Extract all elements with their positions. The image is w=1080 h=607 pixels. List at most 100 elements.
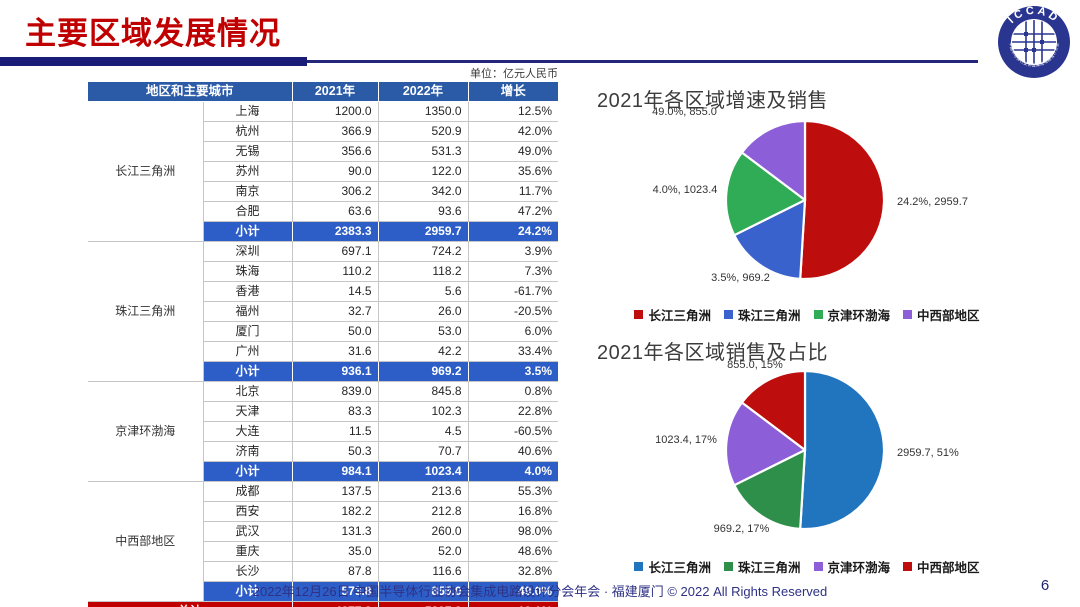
pie2-label-midwest: 855.0, 15% [727,359,783,371]
subtotal-label-cell: 小计 [202,461,293,482]
region-table-wrap: 地区和主要城市 2021年 2022年 增长 长江三角洲 上海 1200.0 1350.0 1… [87,81,559,607]
value-2022-cell: 53.0 [377,321,469,342]
city-cell: 无锡 [202,141,293,162]
value-2021-cell: 87.8 [291,561,379,582]
value-2021-cell: 11.5 [291,421,379,442]
subtotal-row: 小计 573.8 855.0 49.0% [88,581,559,602]
growth-cell: 7.3% [467,261,559,282]
growth-cell: 40.6% [467,441,559,462]
legend-item-珠江三角洲: 珠江三角洲 [723,557,801,576]
value-2022-cell: 845.8 [377,381,469,402]
total-growth-cell: 19.1% [467,601,559,607]
subtotal-label-cell: 小计 [202,361,293,382]
value-2021-cell: 83.3 [291,401,379,422]
value-2022-cell: 70.7 [377,441,469,462]
value-2021-cell: 14.5 [291,281,379,302]
growth-cell: 55.3% [467,481,559,502]
legend-label: 珠江三角洲 [737,309,801,323]
legend-item-京津环渤海: 京津环渤海 [813,557,891,576]
legend-swatch-icon [723,562,733,571]
subtotal-2021-cell: 936.1 [291,361,379,382]
growth-cell: 47.2% [467,201,559,222]
header-growth: 增长 [467,81,559,102]
growth-cell: 3.9% [467,241,559,262]
value-2021-cell: 35.0 [291,541,379,562]
pie2-legend: 长江三角洲 珠江三角洲 京津环渤海 中西部地区 [590,557,1024,576]
city-cell: 成都 [202,481,293,502]
subtotal-row: 小计 2383.3 2959.7 24.2% [88,221,559,242]
value-2022-cell: 4.5 [377,421,469,442]
growth-cell: 22.8% [467,401,559,422]
legend-swatch-icon [903,310,913,319]
table-row: 合肥 63.6 93.6 47.2% [88,201,559,222]
value-2021-cell: 32.7 [291,301,379,322]
footer-text: 2022年12月26日 中国半导体行业协会集成电路设计分会年会 · 福建厦门 ©… [252,584,828,599]
city-cell: 苏州 [202,161,293,182]
subtotal-2022-cell: 2959.7 [377,221,469,242]
subtotal-2021-cell: 984.1 [291,461,379,482]
value-2022-cell: 1350.0 [377,101,469,122]
value-2022-cell: 52.0 [377,541,469,562]
growth-cell: 6.0% [467,321,559,342]
growth-cell: 32.8% [467,561,559,582]
table-row: 天津 83.3 102.3 22.8% [88,401,559,422]
table-header-row: 地区和主要城市 2021年 2022年 增长 [87,81,559,102]
pie-chart-sales-share [724,369,886,531]
growth-cell: -61.7% [467,281,559,302]
growth-cell: 98.0% [467,521,559,542]
legend-label: 京津环渤海 [827,309,891,323]
city-cell: 重庆 [202,541,293,562]
value-2021-cell: 131.3 [291,521,379,542]
legend-label: 京津环渤海 [827,561,891,575]
city-cell: 大连 [202,421,293,442]
subtotal-2022-cell: 855.0 [377,581,469,602]
city-cell: 合肥 [202,201,293,222]
value-2022-cell: 42.2 [377,341,469,362]
subtotal-growth-cell: 24.2% [467,221,559,242]
pie-slice-中西部地区 [740,369,807,452]
value-2021-cell: 697.1 [291,241,379,262]
value-2021-cell: 63.6 [291,201,379,222]
pie-slice-珠江三角洲 [733,448,807,530]
city-cell: 杭州 [202,121,293,142]
value-2022-cell: 342.0 [377,181,469,202]
pie1-legend: 长江三角洲 珠江三角洲 京津环渤海 中西部地区 [590,305,1024,324]
value-2022-cell: 212.8 [377,501,469,522]
chart1-title: 2021年各区域增速及销售 [597,90,828,112]
city-cell: 厦门 [202,321,293,342]
growth-cell: 48.6% [467,541,559,562]
subtotal-row: 小计 936.1 969.2 3.5% [88,361,559,382]
page-number: 6 [1040,577,1050,594]
table-row: 大连 11.5 4.5 -60.5% [88,421,559,442]
value-2022-cell: 26.0 [377,301,469,322]
growth-cell: 12.5% [467,101,559,122]
growth-cell: -20.5% [467,301,559,322]
legend-item-长江三角洲: 长江三角洲 [634,557,711,576]
value-2021-cell: 50.3 [291,441,379,462]
legend-item-京津环渤海: 京津环渤海 [813,305,891,324]
pie-slice-中西部地区 [740,119,807,202]
pie1-label-pearl: 3.5%, 969.2 [711,272,770,284]
growth-cell: -60.5% [467,421,559,442]
legend-swatch-icon [634,562,644,571]
region-cell: 长江三角洲 [87,101,204,242]
table-row: 无锡 356.6 531.3 49.0% [88,141,559,162]
legend-swatch-icon [813,310,823,319]
header-region-city: 地区和主要城市 [87,81,293,102]
value-2022-cell: 5.6 [377,281,469,302]
subtotal-growth-cell: 4.0% [467,461,559,482]
value-2021-cell: 137.5 [291,481,379,502]
total-2022-cell: 5807.3 [377,601,469,607]
city-cell: 天津 [202,401,293,422]
table-row: 西安 182.2 212.8 16.8% [88,501,559,522]
table-row: 苏州 90.0 122.0 35.6% [88,161,559,182]
iccad-logo: ICCAD 中国半导体行业协会集成电路设计分会 [998,5,1070,78]
city-cell: 珠海 [202,261,293,282]
pie-slice-京津环渤海 [724,401,807,487]
growth-cell: 11.7% [467,181,559,202]
page-title: 主要区域发展情况 [25,16,281,51]
legend-label: 中西部地区 [917,309,980,323]
table-row: 珠海 110.2 118.2 7.3% [88,261,559,282]
subtotal-2021-cell: 2383.3 [291,221,379,242]
